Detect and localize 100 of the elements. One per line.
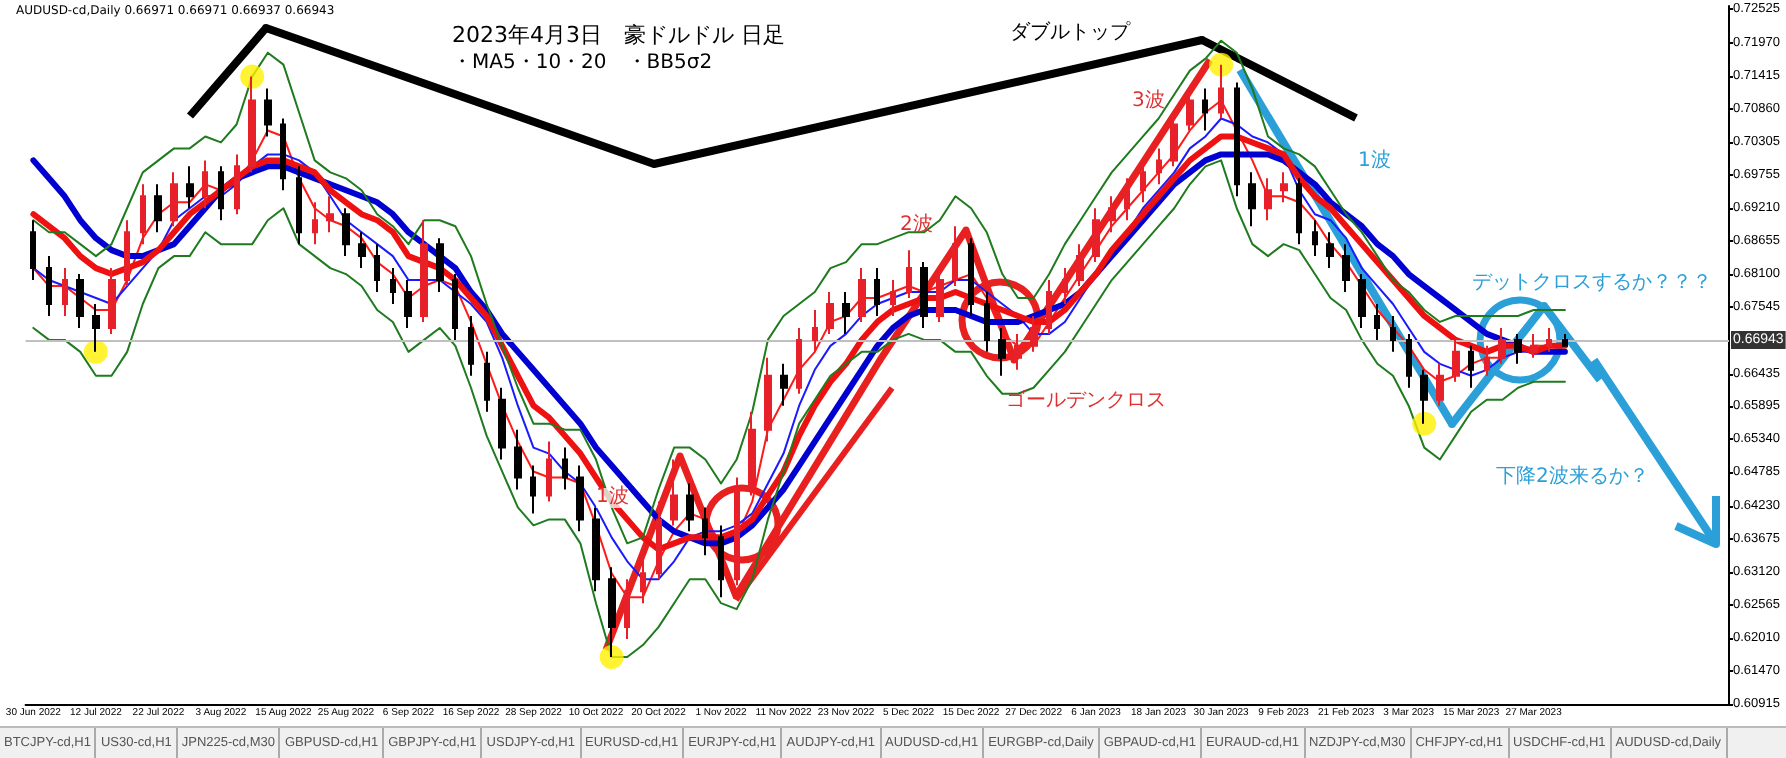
candlestick (656, 500, 662, 581)
candlestick (218, 165, 224, 222)
candlestick (1234, 81, 1240, 198)
point (599, 645, 624, 670)
candlestick (874, 267, 880, 317)
candlestick (1076, 243, 1084, 288)
candlestick (1186, 87, 1194, 132)
candlestick (1092, 207, 1100, 264)
candlestick (1046, 279, 1052, 335)
candlestick (624, 578, 630, 641)
candlestick (748, 410, 756, 497)
candlestick (670, 458, 678, 527)
candlestick (1218, 63, 1224, 120)
candlestick (812, 308, 818, 353)
candlestick (842, 291, 850, 335)
candlestick (592, 506, 600, 593)
candlestick (546, 440, 552, 503)
candlestick (1374, 302, 1380, 341)
candlestick (1358, 273, 1366, 329)
candlestick (62, 267, 68, 317)
candlestick (718, 524, 724, 599)
point (1209, 52, 1234, 77)
point (240, 64, 265, 89)
candlestick (734, 476, 740, 587)
candlestick (1170, 111, 1178, 168)
candlestick (404, 279, 412, 329)
candlestick (906, 249, 912, 300)
candlestick (1546, 326, 1552, 353)
candlestick (124, 219, 130, 288)
candlestick (936, 267, 944, 323)
candlestick (1140, 159, 1146, 204)
candlestick (858, 267, 866, 323)
candlestick (1514, 332, 1522, 365)
candlestick (420, 219, 428, 323)
annotation: 2波 (900, 214, 933, 236)
candlestick (796, 326, 802, 395)
candlestick (1326, 231, 1334, 270)
candlestick (1296, 177, 1302, 246)
candlestick (498, 386, 506, 461)
candlestick (140, 183, 146, 246)
candlestick (1108, 195, 1116, 234)
candlestick (1280, 171, 1288, 204)
candlestick (920, 261, 928, 329)
candlestick (76, 273, 84, 329)
candlestick (686, 482, 694, 533)
candlestick (1312, 219, 1318, 258)
annotation: 1波 (596, 486, 629, 508)
candlestick (30, 219, 36, 282)
candlestick (702, 506, 708, 557)
candlestick (1014, 332, 1022, 371)
candlestick (108, 267, 116, 335)
text: 2023年4月3日 豪ドルドル 日足 (452, 22, 785, 48)
candlestick (1248, 171, 1256, 228)
candlestick (248, 75, 256, 174)
candlestick (1530, 332, 1538, 359)
candlestick (530, 464, 536, 515)
candlestick (452, 273, 458, 341)
candlestick (1468, 344, 1474, 389)
candlestick (326, 195, 334, 234)
candlestick (1406, 332, 1412, 389)
annotation: 1波 (1358, 150, 1391, 172)
candlestick (46, 255, 52, 317)
candlestick (1436, 362, 1444, 407)
point (1412, 411, 1437, 436)
candlestick (952, 225, 958, 288)
candlestick (1498, 326, 1506, 365)
annotation: ゴールデンクロス (1006, 390, 1166, 412)
candlestick (264, 87, 272, 138)
annotation: 下降2波来るか？ (1496, 466, 1649, 488)
candlestick (514, 428, 522, 491)
candlestick (374, 243, 380, 294)
candlestick (984, 291, 990, 353)
candlestick (170, 171, 178, 228)
candlestick (640, 554, 646, 605)
point (83, 339, 108, 364)
candlestick (1562, 332, 1568, 347)
candlestick (968, 237, 974, 317)
candlestick (296, 165, 302, 246)
text: ・MA5・10・20 ・BB5σ2 (452, 52, 713, 74)
candlestick (1030, 314, 1038, 353)
candlestick (234, 153, 240, 216)
candlestick (390, 267, 396, 305)
candlestick (154, 183, 162, 234)
candlestick (576, 464, 584, 533)
candlestick (1202, 87, 1208, 132)
annotation: デットクロスするか？？？ (1472, 272, 1712, 294)
candlestick (312, 201, 318, 246)
candlestick (358, 231, 366, 270)
candlestick (608, 566, 616, 659)
candlestick (1062, 267, 1068, 305)
candlestick (1342, 243, 1350, 294)
candlestick (484, 350, 490, 413)
candlestick (1264, 177, 1272, 222)
annotation: 3波 (1132, 90, 1165, 112)
candlestick (1124, 177, 1130, 222)
candlestick (780, 362, 788, 407)
candlestick (826, 291, 834, 335)
candlestick (186, 165, 194, 210)
candlestick (468, 314, 474, 377)
candlestick (1156, 147, 1162, 186)
